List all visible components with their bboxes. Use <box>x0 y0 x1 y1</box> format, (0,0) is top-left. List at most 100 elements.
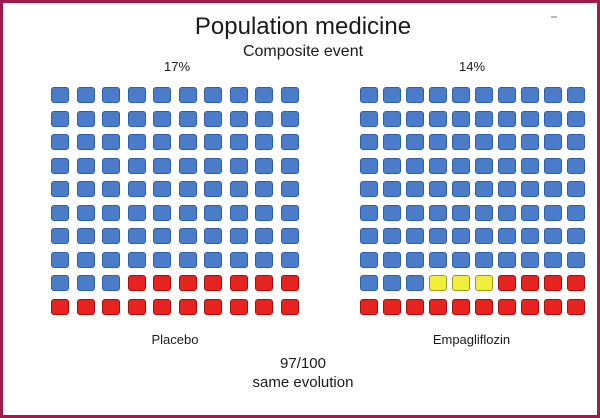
no-event-square <box>452 181 470 197</box>
no-event-square <box>102 204 120 221</box>
no-event-square <box>102 110 120 127</box>
no-event-square <box>127 157 146 174</box>
no-event-square <box>51 134 69 150</box>
event-square <box>229 275 248 291</box>
no-event-square <box>280 228 299 244</box>
no-event-square <box>429 181 447 197</box>
no-event-square <box>76 204 95 221</box>
no-event-square <box>406 134 424 150</box>
empagliflozin-percent-label: 14% <box>458 59 486 74</box>
no-event-square <box>102 134 120 150</box>
no-event-square <box>383 134 401 150</box>
no-event-square <box>383 251 401 268</box>
no-event-square <box>127 110 146 127</box>
event-square <box>280 275 299 291</box>
no-event-square <box>51 181 69 197</box>
no-event-square <box>51 251 69 268</box>
no-event-square <box>521 204 539 221</box>
no-event-square <box>498 157 516 174</box>
no-event-square <box>475 181 493 197</box>
no-event-square <box>229 157 248 174</box>
no-event-square <box>204 110 222 127</box>
event-square <box>567 275 585 291</box>
event-square <box>127 298 146 315</box>
event-square <box>127 275 146 291</box>
no-event-square <box>255 228 273 244</box>
no-event-square <box>452 228 470 244</box>
no-event-square <box>383 157 401 174</box>
event-square <box>204 275 222 291</box>
no-event-square <box>406 181 424 197</box>
event-square <box>51 298 69 315</box>
no-event-square <box>452 204 470 221</box>
no-event-square <box>429 110 447 127</box>
no-event-square <box>452 87 470 103</box>
no-event-square <box>360 275 378 291</box>
no-event-square <box>567 134 585 150</box>
no-event-square <box>51 87 69 103</box>
no-event-square <box>204 157 222 174</box>
no-event-square <box>280 134 299 150</box>
no-event-square <box>229 110 248 127</box>
event-square <box>255 275 273 291</box>
no-event-square <box>229 228 248 244</box>
no-event-square <box>406 275 424 291</box>
no-event-square <box>178 87 197 103</box>
no-event-square <box>51 228 69 244</box>
no-event-square <box>567 87 585 103</box>
no-event-square <box>383 87 401 103</box>
event-square <box>204 298 222 315</box>
event-square <box>229 298 248 315</box>
no-event-square <box>51 204 69 221</box>
no-event-square <box>475 251 493 268</box>
no-event-square <box>452 251 470 268</box>
no-event-square <box>178 204 197 221</box>
no-event-square <box>204 181 222 197</box>
no-event-square <box>567 110 585 127</box>
no-event-square <box>280 181 299 197</box>
no-event-square <box>280 157 299 174</box>
event-square <box>544 275 562 291</box>
no-event-square <box>360 110 378 127</box>
event-square <box>429 298 447 315</box>
no-event-square <box>255 181 273 197</box>
figure-subtitle: Composite event <box>242 43 364 60</box>
no-event-square <box>255 251 273 268</box>
no-event-square <box>102 181 120 197</box>
event-square <box>178 298 197 315</box>
no-event-square <box>255 134 273 150</box>
no-event-square <box>178 228 197 244</box>
no-event-square <box>498 87 516 103</box>
no-event-square <box>127 181 146 197</box>
no-event-square <box>76 110 95 127</box>
no-event-square <box>255 87 273 103</box>
event-square <box>178 275 197 291</box>
no-event-square <box>406 204 424 221</box>
no-event-square <box>102 275 120 291</box>
no-event-square <box>452 110 470 127</box>
event-square <box>521 275 539 291</box>
empagliflozin-label: Empagliflozin <box>432 332 511 347</box>
no-event-square <box>498 181 516 197</box>
no-event-square <box>178 134 197 150</box>
no-event-square <box>127 228 146 244</box>
no-event-square <box>406 110 424 127</box>
no-event-square <box>544 181 562 197</box>
no-event-square <box>406 228 424 244</box>
no-event-square <box>204 204 222 221</box>
no-event-square <box>360 87 378 103</box>
no-event-square <box>406 87 424 103</box>
no-event-square <box>153 228 171 244</box>
no-event-square <box>406 157 424 174</box>
no-event-square <box>255 157 273 174</box>
no-event-square <box>360 251 378 268</box>
prevented-event-square <box>475 275 493 291</box>
event-square <box>475 298 493 315</box>
no-event-square <box>475 228 493 244</box>
no-event-square <box>498 110 516 127</box>
no-event-square <box>255 110 273 127</box>
no-event-square <box>544 110 562 127</box>
no-event-square <box>102 157 120 174</box>
no-event-square <box>544 87 562 103</box>
